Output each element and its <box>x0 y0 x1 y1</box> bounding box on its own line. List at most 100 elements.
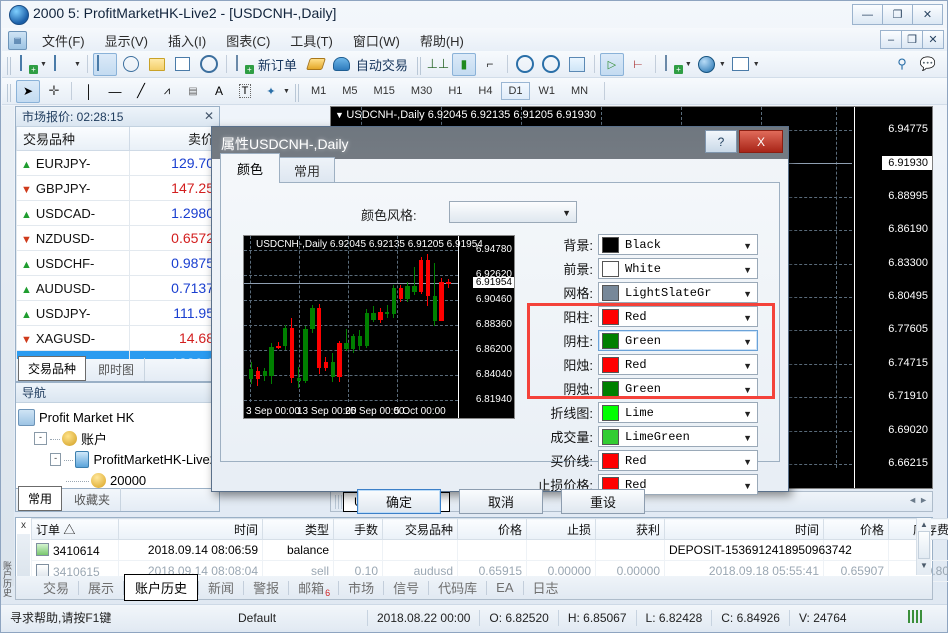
period-button-d1[interactable]: D1 <box>501 82 530 100</box>
ok-button[interactable]: 确定 <box>357 489 441 514</box>
indicators-icon[interactable]: + <box>661 53 685 76</box>
terminal-tab-10[interactable]: 日志 <box>524 576 568 599</box>
terminal-tab-4[interactable]: 警报 <box>244 576 288 599</box>
market-watch-row[interactable]: ▲ USDCHF- 0.9875 <box>16 250 219 276</box>
chevron-down-icon-5[interactable]: ▼ <box>752 60 760 68</box>
terminal-col-2[interactable]: 类型 <box>262 518 334 540</box>
terminal-scrollbar[interactable]: ▲ ▼ <box>916 518 931 575</box>
color-select-8[interactable]: LimeGreen ▼ <box>598 426 758 447</box>
toolbar-grip-2[interactable] <box>416 56 423 75</box>
chevron-down-icon[interactable]: ▼ <box>743 433 752 443</box>
market-watch-row[interactable]: ▼ NZDUSD- 0.6572 <box>16 225 219 251</box>
terminal-col-6[interactable]: 止损 <box>526 518 596 540</box>
terminal-col-8[interactable]: 时间 <box>664 518 824 540</box>
candlestick-chart-icon[interactable]: ▮ <box>451 52 476 76</box>
crosshair-icon[interactable]: ✛ <box>48 83 60 98</box>
close-icon[interactable]: ✕ <box>203 109 214 123</box>
menu-item-view[interactable]: 显示(V) <box>104 34 148 49</box>
toolbar-grip-4[interactable] <box>294 83 301 102</box>
terminal-col-0[interactable]: 订单 △ <box>31 518 119 540</box>
text-icon[interactable]: A <box>214 84 223 98</box>
tab-common[interactable]: 常用 <box>18 486 63 511</box>
close-button[interactable]: ✕ <box>912 4 943 25</box>
vertical-line-icon[interactable]: │ <box>84 83 94 99</box>
chevron-down-icon[interactable]: ▼ <box>743 385 752 395</box>
scroll-down-icon[interactable]: ▼ <box>920 561 928 570</box>
color-select-3[interactable]: Red ▼ <box>598 306 758 327</box>
scroll-thumb[interactable] <box>918 531 930 559</box>
period-button-m1[interactable]: M1 <box>310 85 327 97</box>
color-select-9[interactable]: Red ▼ <box>598 450 758 471</box>
terminal-col-3[interactable]: 手数 <box>333 518 383 540</box>
market-watch-row[interactable]: ▼ GBPJPY- 147.25 <box>16 175 219 201</box>
menu-item-help[interactable]: 帮助(H) <box>419 34 464 49</box>
market-watch-row[interactable]: ▼ XAGUSD- 14.68 <box>16 325 219 351</box>
new-order-label[interactable]: 新订单 <box>257 57 297 73</box>
shapes-icon[interactable]: ✦ <box>266 85 276 98</box>
new-chart-icon[interactable]: + <box>16 53 40 76</box>
chevron-down-icon[interactable]: ▼ <box>743 337 752 347</box>
chart-price-axis[interactable]: 6.94775 6.91930 6.88995 6.86190 6.83300 6.804… <box>854 107 932 488</box>
chat-icon[interactable]: 💬 <box>919 56 937 71</box>
terminal-row[interactable]: 3410614 2018.09.14 08:06:59 balance DEPOSIT… <box>31 539 948 561</box>
cursor-icon[interactable]: ➤ <box>16 79 40 103</box>
col-bid[interactable]: 卖价 <box>129 127 219 151</box>
market-watch-row[interactable]: ▲ USDCAD- 1.2980 <box>16 200 219 226</box>
tab-symbols[interactable]: 交易品种 <box>18 356 87 381</box>
chart-tabs-grip[interactable] <box>335 494 343 509</box>
col-symbol[interactable]: 交易品种 <box>16 127 130 151</box>
terminal-tab-3[interactable]: 新闻 <box>199 576 243 599</box>
bar-chart-icon[interactable]: ⊥⊥ <box>426 56 450 71</box>
fibonacci-icon[interactable]: ▤ <box>188 85 198 97</box>
color-select-4[interactable]: Green ▼ <box>598 330 758 351</box>
mdi-close-button[interactable]: ✕ <box>922 30 944 49</box>
terminal-col-1[interactable]: 时间 <box>118 518 263 540</box>
line-chart-icon[interactable]: ⌐ <box>486 57 494 71</box>
tab-favorites[interactable]: 收藏夹 <box>64 488 122 511</box>
horizontal-line-icon[interactable]: — <box>108 83 122 99</box>
chevron-down-icon[interactable]: ▼ <box>743 481 752 491</box>
menu-item-window[interactable]: 窗口(W) <box>352 34 400 49</box>
terminal-tab-9[interactable]: EA <box>487 578 522 597</box>
color-scheme-select[interactable]: ▼ <box>449 201 577 223</box>
terminal-tab-5[interactable]: 邮箱6 <box>289 576 338 599</box>
chart-tabs-scroll[interactable]: ◄ ► <box>908 495 928 505</box>
minimize-button[interactable]: — <box>852 4 882 25</box>
profiles-icon[interactable] <box>50 53 74 76</box>
trendline-icon[interactable]: ╱ <box>137 83 145 98</box>
terminal-tab-7[interactable]: 信号 <box>384 576 428 599</box>
period-button-m30[interactable]: M30 <box>410 85 433 97</box>
color-select-7[interactable]: Lime ▼ <box>598 402 758 423</box>
help-icon[interactable]: ? <box>705 130 737 153</box>
terminal-tab-6[interactable]: 市场 <box>339 576 383 599</box>
chevron-down-icon-2[interactable]: ▼ <box>73 60 81 68</box>
toolbar-grip-3[interactable] <box>7 83 13 102</box>
auto-scroll-icon[interactable]: ▷ <box>599 52 624 76</box>
period-button-m5[interactable]: M5 <box>342 85 358 97</box>
terminal-tab-1[interactable]: 展示 <box>79 576 123 599</box>
menu-item-file[interactable]: 文件(F) <box>42 34 85 49</box>
data-window-icon[interactable] <box>119 53 143 76</box>
chevron-down-icon-3[interactable]: ▼ <box>684 60 692 68</box>
zoom-in-icon[interactable] <box>513 53 537 76</box>
terminal-col-7[interactable]: 获利 <box>595 518 665 540</box>
color-select-5[interactable]: Red ▼ <box>598 354 758 375</box>
text-label-icon[interactable]: T <box>233 80 257 103</box>
cancel-button[interactable]: 取消 <box>459 489 543 514</box>
terminal-tab-0[interactable]: 交易 <box>34 576 78 599</box>
terminal-col-5[interactable]: 价格 <box>457 518 527 540</box>
chevron-down-icon[interactable]: ▼ <box>743 241 752 251</box>
menu-item-tools[interactable]: 工具(T) <box>290 34 333 49</box>
navigator-node[interactable]: 20000 <box>18 470 217 491</box>
reset-button[interactable]: 重设 <box>561 489 645 514</box>
market-watch-row[interactable]: ▲ EURJPY- 129.70 <box>16 150 219 176</box>
menu-item-insert[interactable]: 插入(I) <box>167 34 207 49</box>
tree-expander-icon[interactable]: - <box>50 453 62 466</box>
tab-tick-chart[interactable]: 即时图 <box>88 358 146 381</box>
autotrading-icon[interactable] <box>330 53 354 76</box>
period-button-m15[interactable]: M15 <box>373 85 395 97</box>
terminal-tab-8[interactable]: 代码库 <box>429 576 486 599</box>
scroll-up-icon[interactable]: ▲ <box>920 520 928 529</box>
navigator-node[interactable]: Profit Market HK <box>18 407 217 428</box>
market-watch-row[interactable]: ▲ USDJPY- 111.95 <box>16 300 219 326</box>
